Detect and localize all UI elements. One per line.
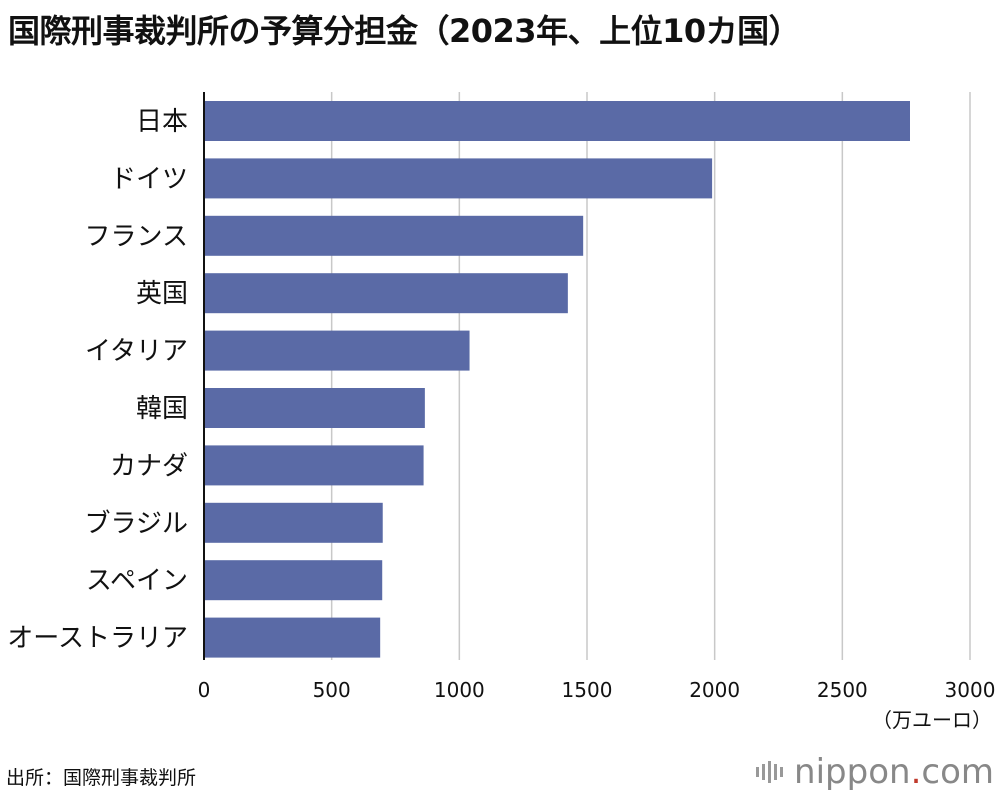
x-tick-label-500: 500 [313,678,351,702]
bars [204,101,910,658]
brand-bars-icon [756,761,786,783]
bar-6 [204,445,424,486]
bar-2 [204,215,584,256]
category-label-5: 韓国 [136,394,188,424]
chart-title: 国際刑事裁判所の予算分担金（2023年、上位10カ国） [8,12,801,50]
bar-1 [204,158,713,199]
bar-8 [204,560,383,601]
category-label-1: ドイツ [110,164,188,194]
bar-7 [204,502,383,543]
category-label-9: オーストラリア [7,624,188,654]
brand-dot: . [910,752,922,792]
category-label-7: ブラジル [85,509,188,539]
category-label-2: フランス [85,222,188,252]
x-tick-label-2000: 2000 [689,678,740,702]
x-tick-label-2500: 2500 [817,678,868,702]
x-tick-label-0: 0 [198,678,211,702]
category-label-3: 英国 [136,279,188,309]
source-note: 出所：国際刑事裁判所 [6,767,197,789]
bar-0 [204,101,910,141]
x-tick-label-1000: 1000 [434,678,485,702]
bar-5 [204,388,425,428]
bar-9 [204,617,381,658]
brand-name: nippon [794,752,911,792]
x-tick-label-3000: 3000 [945,678,996,702]
x-axis-unit-label: （万ユーロ） [872,708,992,732]
x-tick-label-1500: 1500 [562,678,613,702]
category-label-4: イタリア [85,337,188,367]
nippon-com-logo: nippon. com [756,752,994,792]
bar-3 [204,273,568,314]
bar-4 [204,330,470,371]
category-label-0: 日本 [136,107,188,137]
category-label-8: スペイン [86,566,188,596]
category-label-6: カナダ [110,451,188,481]
brand-suffix: com [921,752,994,792]
tick-labels: 0 500 1000 1500 2000 2500 3000 [198,678,996,702]
